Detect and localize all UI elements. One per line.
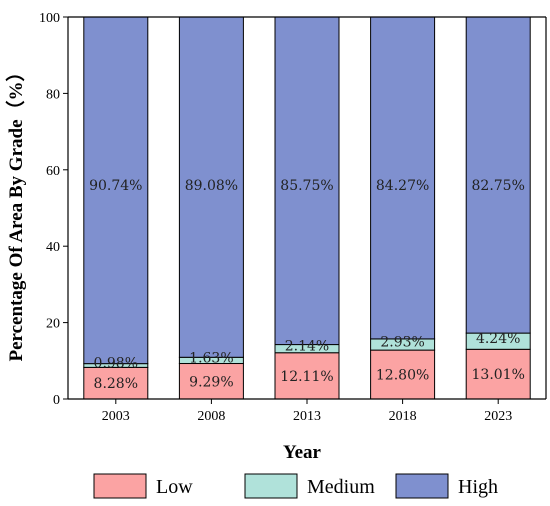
axes-group: 2003 2008 2013 2018 2023 0 20 40 60 80 100 xyxy=(39,11,547,424)
legend-label-low: Low xyxy=(156,476,193,498)
y-tick-label-20: 20 xyxy=(46,317,60,332)
legend-swatch-medium xyxy=(244,473,298,499)
x-tick-label-2018: 2018 xyxy=(389,409,417,424)
label-low-2023: 13.01% xyxy=(472,367,525,383)
bar-high-2023 xyxy=(465,16,531,334)
y-tick-label-0: 0 xyxy=(53,393,60,408)
y-tick-label-40: 40 xyxy=(46,240,60,255)
bar-low-2018 xyxy=(370,349,436,400)
legend-swatch-high xyxy=(395,473,449,499)
y-axis-title: Percentage Of Area By Grade（%） xyxy=(4,62,27,361)
x-tick-label-2013: 2013 xyxy=(293,409,321,424)
label-low-2013: 12.11% xyxy=(280,369,333,385)
label-high-2018: 84.27% xyxy=(376,178,429,194)
label-low-2003: 8.28% xyxy=(94,376,138,392)
label-high-2003: 90.74% xyxy=(89,178,142,194)
legend-label-medium: Medium xyxy=(307,476,375,498)
label-low-2008: 9.29% xyxy=(189,374,233,390)
label-medium-2003: 0.98% xyxy=(94,355,138,371)
bars-group xyxy=(83,16,531,400)
bar-high-2018 xyxy=(370,16,436,340)
label-high-2008: 89.08% xyxy=(185,178,238,194)
segment-labels-group: 8.28% 0.98% 90.74% 9.29% 1.63% 89.08% 12.11% 2.… xyxy=(89,178,525,392)
bar-low-2008 xyxy=(178,363,244,400)
legend-label-high: High xyxy=(458,476,498,498)
label-low-2018: 12.80% xyxy=(376,368,429,384)
y-tick-label-60: 60 xyxy=(46,164,60,179)
x-axis-title: Year xyxy=(283,442,322,463)
bar-high-2003 xyxy=(83,16,149,365)
legend: Low Medium High xyxy=(93,473,498,499)
label-medium-2018: 2.93% xyxy=(380,335,424,351)
x-tick-label-2023: 2023 xyxy=(484,409,512,424)
legend-swatch-low xyxy=(93,473,147,499)
y-tick-label-80: 80 xyxy=(46,87,60,102)
y-tick-label-100: 100 xyxy=(39,11,60,26)
label-medium-2008: 1.63% xyxy=(189,350,233,366)
label-medium-2023: 4.24% xyxy=(476,331,520,347)
bar-low-2003 xyxy=(83,366,149,400)
x-tick-label-2008: 2008 xyxy=(197,409,225,424)
label-medium-2013: 2.14% xyxy=(285,339,329,355)
bar-high-2008 xyxy=(178,16,244,358)
label-high-2023: 82.75% xyxy=(472,178,525,194)
label-high-2013: 85.75% xyxy=(280,178,333,194)
x-tick-label-2003: 2003 xyxy=(102,409,130,424)
